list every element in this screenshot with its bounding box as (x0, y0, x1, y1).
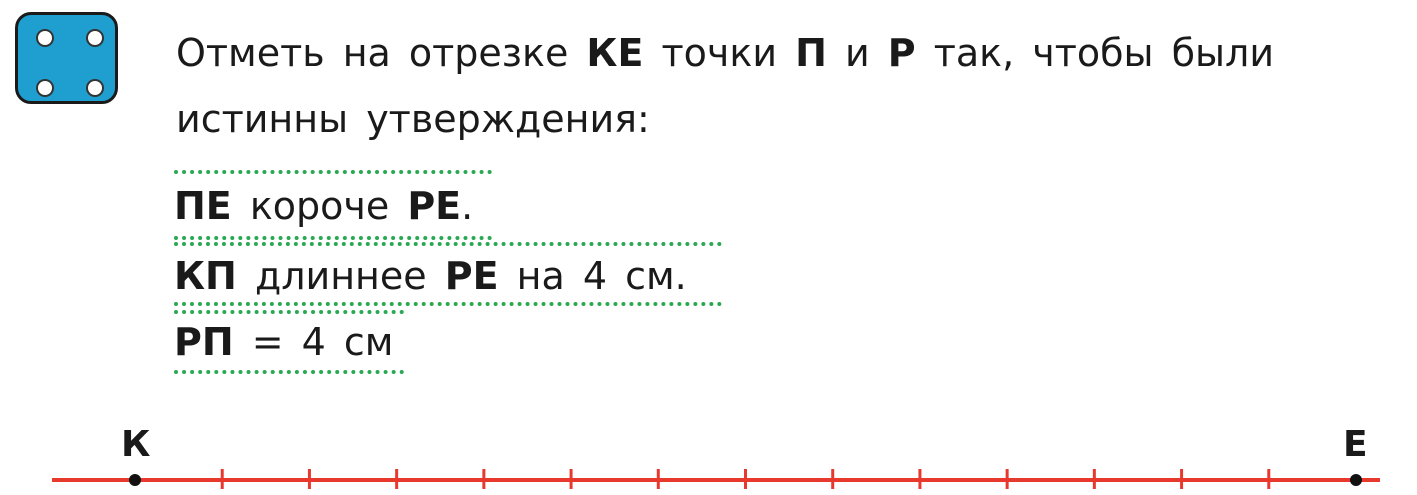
text: . (461, 184, 474, 228)
segment-name: РП (174, 320, 234, 364)
point-name: Р (887, 31, 916, 75)
dotted-divider (174, 370, 404, 374)
pip (38, 31, 52, 45)
segment-name: КЕ (586, 31, 644, 75)
point-k-label: К (121, 424, 151, 465)
pip (88, 31, 102, 45)
statement-2: КП длиннее РЕ на 4 см. (174, 248, 687, 304)
text: точки (643, 31, 796, 75)
text: так, чтобы были истинны утверждения: (176, 31, 1275, 141)
segment-name: КП (174, 254, 237, 298)
dotted-divider (174, 310, 404, 314)
segment-name: РЕ (444, 254, 499, 298)
dotted-divider (174, 236, 492, 240)
statement-3: РП = 4 см (174, 314, 393, 370)
text: = 4 см (233, 320, 394, 364)
text: на 4 см. (498, 254, 687, 298)
text: длиннее (236, 254, 445, 298)
point-e-label: Е (1343, 424, 1368, 465)
segment-name: ПЕ (174, 184, 232, 228)
dice-four-icon (15, 12, 118, 104)
dotted-divider (174, 242, 722, 246)
point-name: П (795, 31, 827, 75)
point-k (129, 474, 141, 486)
pip (38, 81, 52, 95)
statement-1: ПЕ короче РЕ. (174, 178, 473, 234)
text: и (826, 31, 888, 75)
dotted-divider (174, 170, 492, 174)
text: Отметь на отрезке (176, 31, 587, 75)
text: короче (231, 184, 408, 228)
pip (88, 81, 102, 95)
point-e (1350, 474, 1362, 486)
segment-name: РЕ (407, 184, 462, 228)
task-text: Отметь на отрезке КЕ точки П и Р так, чт… (176, 20, 1356, 152)
dotted-divider (174, 302, 722, 306)
